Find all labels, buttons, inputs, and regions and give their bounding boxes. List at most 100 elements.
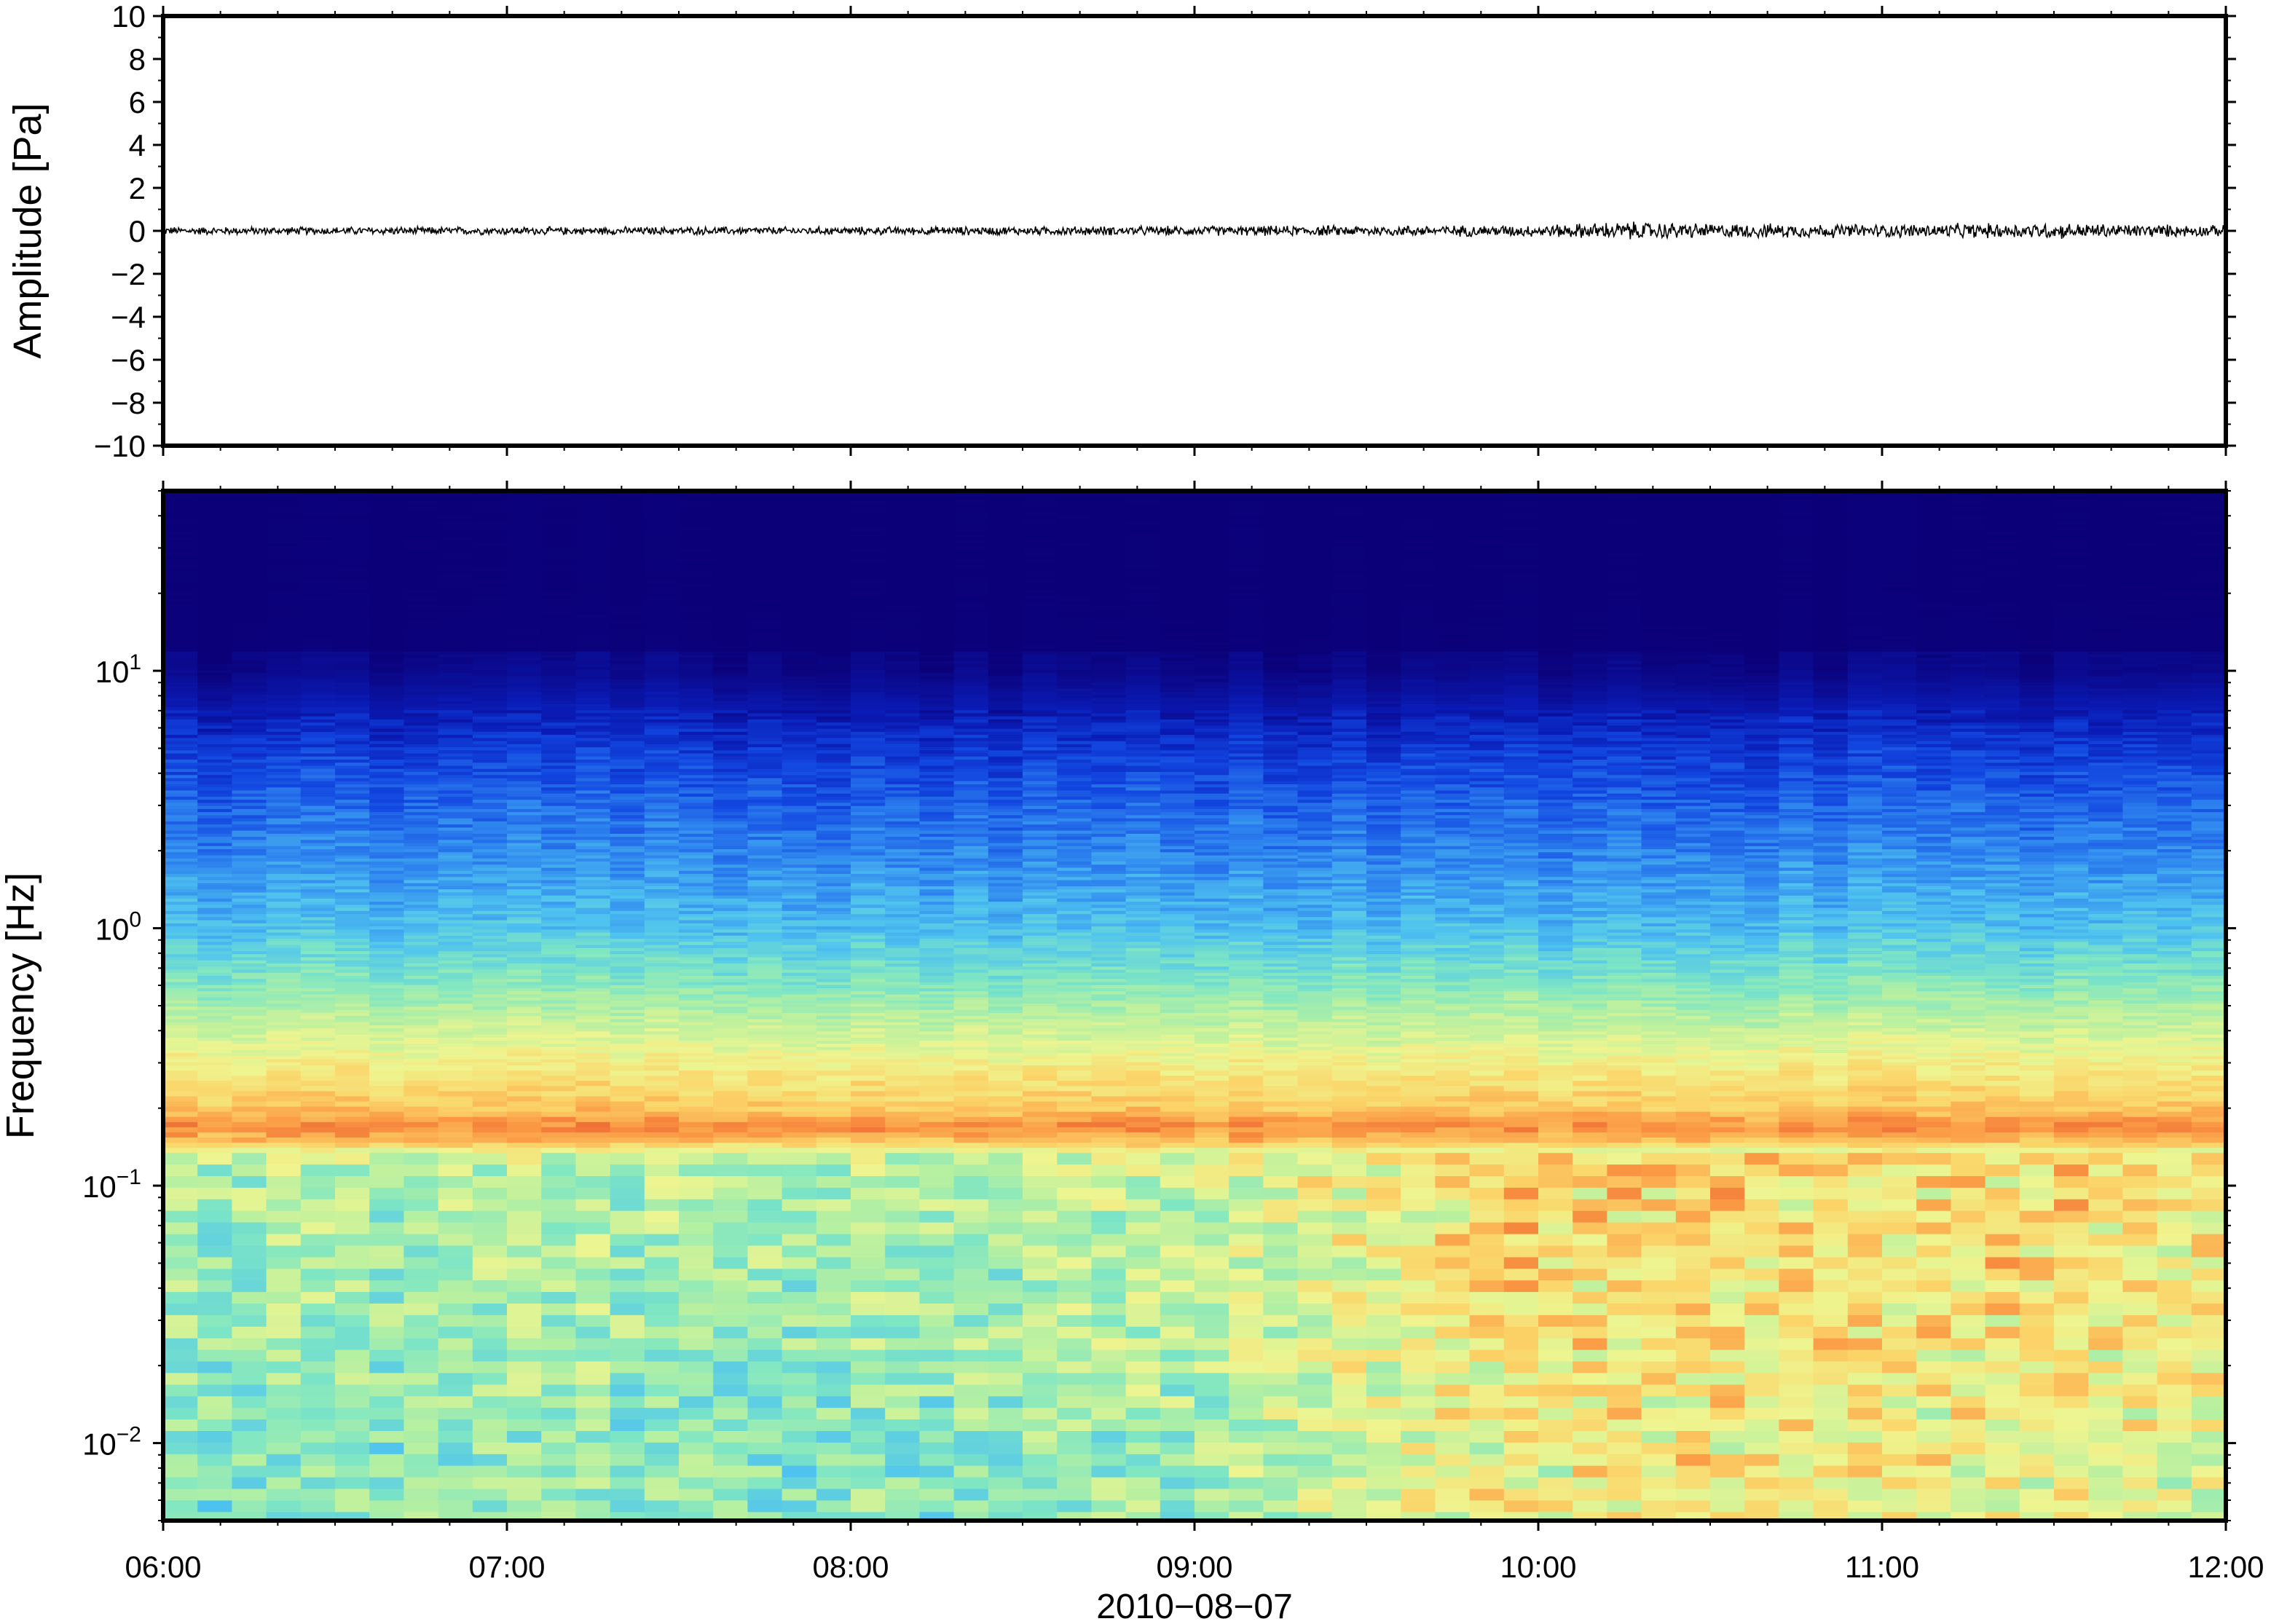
spectrogram-cell <box>163 580 198 584</box>
spectrogram-cell <box>679 617 714 621</box>
spectrogram-cell <box>782 666 817 671</box>
spectrogram-cell <box>266 843 302 847</box>
spectrogram-cell <box>782 1199 817 1212</box>
spectrogram-cell <box>163 1292 198 1304</box>
spectrogram-cell <box>232 805 267 810</box>
spectrogram-cell <box>335 645 370 650</box>
spectrogram-cell <box>782 1465 817 1478</box>
spectrogram-cell <box>816 605 851 609</box>
spectrogram-cell <box>369 1349 405 1363</box>
spectrogram-cell <box>541 1091 577 1097</box>
spectrogram-cell <box>782 979 817 983</box>
spectrogram-cell <box>747 515 783 519</box>
spectrogram-cell <box>851 815 886 819</box>
spectrogram-cell <box>404 914 439 918</box>
spectrogram-cell <box>713 512 749 516</box>
spectrogram-cell <box>266 960 302 964</box>
spectrogram-cell <box>335 506 370 511</box>
spectrogram-cell <box>816 706 851 711</box>
spectrogram-cell <box>507 593 542 596</box>
spectrogram-cell <box>232 1349 267 1363</box>
spectrogram-cell <box>575 1031 611 1036</box>
spectrogram-cell <box>851 818 886 822</box>
spectrogram-cell <box>404 1009 439 1014</box>
spectrogram-cell <box>507 966 542 971</box>
spectrogram-cell <box>232 512 267 516</box>
spectrogram-cell <box>300 874 336 878</box>
spectrogram-cell <box>232 1016 267 1020</box>
spectrogram-cell <box>300 1034 336 1038</box>
spectrogram-cell <box>472 586 508 591</box>
spectrogram-cell <box>782 1031 817 1036</box>
spectrogram-cell <box>679 648 714 653</box>
spectrogram-cell <box>747 1454 783 1467</box>
spectrogram-cell <box>232 778 267 782</box>
spectrogram-cell <box>679 1338 714 1351</box>
spectrogram-cell <box>163 845 198 850</box>
spectrogram-cell <box>713 1396 749 1408</box>
spectrogram-cell <box>232 898 267 902</box>
spectrogram-cell <box>610 917 645 921</box>
spectrogram-cell <box>575 954 611 958</box>
spectrogram-cell <box>507 556 542 560</box>
spectrogram-cell <box>747 1076 783 1082</box>
spectrogram-cell <box>644 574 680 578</box>
spectrogram-cell <box>713 1489 749 1502</box>
spectrogram-cell <box>163 991 198 996</box>
spectrogram-cell <box>266 824 302 829</box>
spectrogram-cell <box>438 886 473 890</box>
spectrogram-cell <box>851 666 886 671</box>
spectrogram-cell <box>197 515 233 519</box>
spectrogram-cell <box>575 840 611 844</box>
spectrogram-cell <box>232 1396 267 1408</box>
spectrogram-cell <box>472 695 508 698</box>
spectrogram-cell <box>438 725 473 730</box>
spectrogram-cell <box>197 503 233 507</box>
spectrogram-cell <box>232 972 267 977</box>
spectrogram-cell <box>507 666 542 671</box>
spectrogram-cell <box>610 830 645 835</box>
spectrogram-cell <box>747 960 783 964</box>
spectrogram-cell <box>197 685 233 690</box>
spectrogram-cell <box>541 735 577 739</box>
spectrogram-cell <box>197 855 233 859</box>
spectrogram-cell <box>232 564 267 569</box>
spectrogram-cell <box>300 719 336 723</box>
spectrogram-cell <box>679 1059 714 1063</box>
spectrogram-cell <box>404 506 439 511</box>
spectrogram-cell <box>507 571 542 575</box>
spectrogram-cell <box>816 642 851 646</box>
spectrogram-cell <box>747 713 783 717</box>
spectrogram-cell <box>404 1059 439 1063</box>
spectrogram-cell <box>541 691 577 695</box>
spectrogram-cell <box>232 988 267 992</box>
spectrogram-cell <box>851 589 886 594</box>
spectrogram-cell <box>679 710 714 714</box>
spectrogram-cell <box>197 991 233 996</box>
spectrogram-cell <box>472 744 508 748</box>
spectrogram-cell <box>300 833 336 837</box>
spectrogram-cell <box>575 935 611 939</box>
spectrogram-cell <box>713 747 749 752</box>
spectrogram-cell <box>782 1065 817 1071</box>
spectrogram-cell <box>197 1138 233 1143</box>
spectrogram-cell <box>335 593 370 596</box>
spectrogram-cell <box>472 1049 508 1054</box>
spectrogram-cell <box>300 957 336 961</box>
spectrogram-cell <box>335 778 370 782</box>
spectrogram-cell <box>747 543 783 548</box>
spectrogram-cell <box>541 521 577 526</box>
spectrogram-cell <box>782 1091 817 1097</box>
spectrogram-cell <box>713 880 749 884</box>
spectrogram-cell <box>782 1349 817 1363</box>
spectrogram-cell <box>541 988 577 992</box>
spectrogram-cell <box>232 1187 267 1200</box>
spectrogram-cell <box>232 1222 267 1235</box>
spectrogram-cell <box>610 808 645 813</box>
spectrogram-cell <box>644 663 680 668</box>
spectrogram-cell <box>438 960 473 964</box>
spectrogram-cell <box>300 713 336 717</box>
spectrogram-cell <box>851 898 886 902</box>
spectrogram-cell <box>266 527 302 532</box>
spectrogram-cell <box>747 648 783 653</box>
